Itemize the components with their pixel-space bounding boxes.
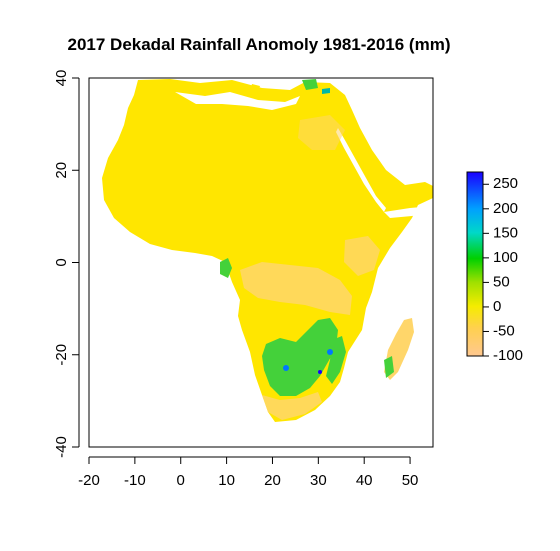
madagascar-wet — [384, 356, 394, 378]
wet-anomaly-turkey — [302, 79, 318, 90]
colorbar-tick-label: 0 — [493, 298, 501, 315]
mediterranean-islands — [208, 84, 260, 92]
mediterranean-cut — [175, 92, 300, 110]
gulf-of-aden — [384, 206, 433, 218]
y-tick-label: 0 — [53, 258, 70, 266]
very-wet-spot-2 — [327, 349, 333, 355]
x-tick-label: -10 — [124, 472, 146, 489]
wet-anomaly-cyprus — [322, 88, 330, 94]
y-axis: -40 -20 0 20 40 — [53, 70, 80, 458]
dry-anomaly-central — [240, 262, 352, 315]
colorbar-tick-label: 150 — [493, 224, 518, 241]
y-tick-label: -40 — [53, 436, 70, 458]
y-tick-label: -20 — [53, 344, 70, 366]
x-tick-label: 10 — [218, 472, 235, 489]
y-tick-label: 20 — [53, 162, 70, 179]
x-tick-label: 30 — [310, 472, 327, 489]
persian-gulf — [402, 125, 433, 162]
x-tick-label: -20 — [78, 472, 100, 489]
wet-anomaly-mozambique — [326, 336, 346, 384]
very-wet-spot-1 — [283, 365, 289, 371]
x-tick-label: 20 — [264, 472, 281, 489]
colorbar — [466, 171, 484, 357]
y-tick-label: 40 — [53, 70, 70, 87]
colorbar-tick-label: -100 — [493, 347, 523, 364]
x-tick-label: 0 — [177, 472, 185, 489]
dry-anomaly-south — [262, 392, 322, 420]
x-axis: -20 -10 0 10 20 30 40 50 — [78, 456, 419, 489]
x-tick-label: 50 — [402, 472, 419, 489]
colorbar-tick-label: 50 — [493, 273, 510, 290]
x-tick-label: 40 — [356, 472, 373, 489]
plot-frame — [88, 77, 434, 448]
colorbar-tick-label: -50 — [493, 322, 515, 339]
map-area — [89, 78, 433, 447]
dry-anomaly-north — [298, 115, 345, 150]
very-wet-spot-3 — [318, 370, 322, 374]
wet-anomaly-angola-coast — [220, 258, 232, 278]
chart-title: 2017 Dekadal Rainfall Anomoly 1981-2016 … — [68, 35, 451, 54]
colorbar-tick-label: 250 — [493, 175, 518, 192]
dry-anomaly-east — [344, 236, 380, 276]
colorbar-ticks: 250 200 150 100 50 0 -50 -100 — [483, 175, 523, 364]
red-sea — [336, 128, 386, 212]
colorbar-tick-label: 200 — [493, 200, 518, 217]
wet-anomaly-southern-africa — [262, 318, 338, 396]
africa-landmass — [102, 79, 433, 422]
colorbar-tick-label: 100 — [493, 249, 518, 266]
